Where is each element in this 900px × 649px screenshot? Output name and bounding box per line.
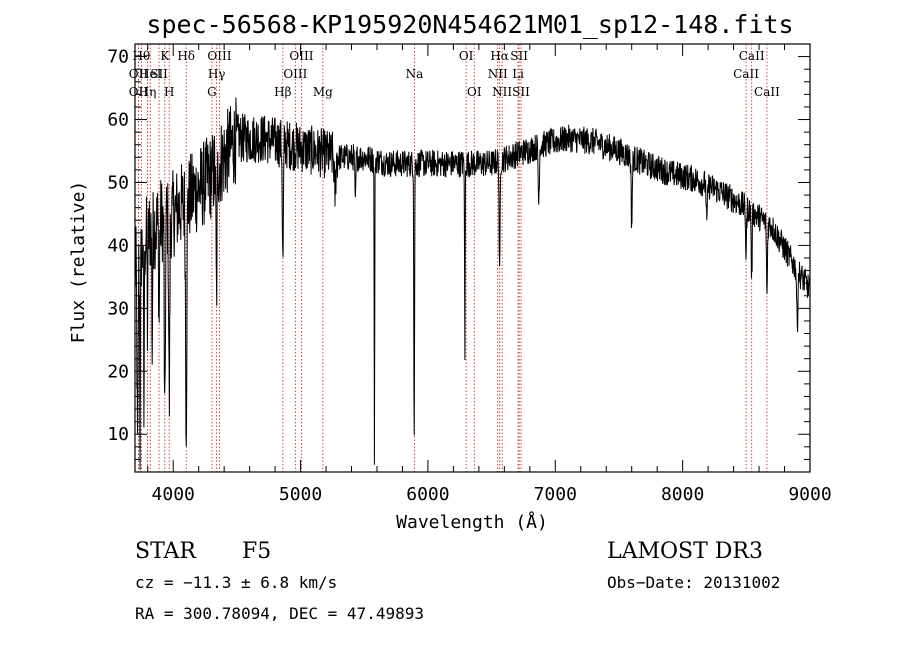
line-label-hη: Hη bbox=[139, 85, 157, 99]
line-label-oii: OII bbox=[129, 67, 149, 81]
x-tick-label: 9000 bbox=[788, 484, 831, 505]
line-label-sii: SII bbox=[512, 85, 530, 99]
x-tick-label: 5000 bbox=[279, 484, 322, 505]
spectrum-trace bbox=[134, 97, 811, 471]
line-label-caii: CaII bbox=[733, 67, 759, 81]
line-label-sii: SII bbox=[510, 49, 528, 63]
y-axis-label: Flux (relative) bbox=[68, 181, 89, 344]
line-label-oi: OI bbox=[459, 49, 474, 63]
line-label-oiii: OIII bbox=[207, 49, 231, 63]
line-label-oi: OI bbox=[467, 85, 482, 99]
y-tick-label: 10 bbox=[107, 424, 129, 445]
line-label-caii: CaII bbox=[739, 49, 765, 63]
line-label-hθ: Hθ bbox=[133, 49, 151, 63]
chart-title: spec-56568-KP195920N454621M01_sp12-148.f… bbox=[146, 10, 793, 39]
line-label-oiii: OIII bbox=[283, 67, 307, 81]
line-label-sii: SII bbox=[150, 67, 168, 81]
survey-name: LAMOST DR3 bbox=[607, 539, 763, 564]
y-tick-label: 20 bbox=[107, 361, 129, 382]
line-label-hβ: Hβ bbox=[274, 85, 291, 99]
coordinates: RA = 300.78094, DEC = 47.49893 bbox=[135, 604, 424, 623]
line-label-na: Na bbox=[406, 67, 424, 81]
line-label-hα: Hα bbox=[490, 49, 509, 63]
x-tick-label: 6000 bbox=[406, 484, 449, 505]
x-tick-label: 4000 bbox=[152, 484, 195, 505]
redshift-value: cz = −11.3 ± 6.8 km/s bbox=[135, 573, 337, 592]
line-label-oii: OII bbox=[129, 85, 149, 99]
line-label-nii: NII bbox=[492, 85, 512, 99]
line-markers bbox=[137, 44, 768, 472]
y-axis: 10 20 30 40 50 60 70 bbox=[107, 43, 810, 460]
y-tick-label: 30 bbox=[107, 298, 129, 319]
line-label-hγ: Hγ bbox=[208, 67, 226, 81]
x-tick-label: 7000 bbox=[534, 484, 577, 505]
line-label-hδ: Hδ bbox=[177, 49, 195, 63]
x-axis: 4000 5000 6000 7000 8000 9000 bbox=[147, 44, 832, 505]
line-label-nii: NII bbox=[488, 67, 508, 81]
line-label-caii: CaII bbox=[754, 85, 780, 99]
line-label-hei: HeI bbox=[139, 67, 162, 81]
x-tick-label: 8000 bbox=[661, 484, 704, 505]
line-label-oiii: OIII bbox=[289, 49, 313, 63]
y-tick-label: 50 bbox=[107, 172, 129, 193]
x-axis-label: Wavelength (Å) bbox=[396, 511, 548, 533]
line-label-k: K bbox=[160, 49, 170, 63]
line-labels: OIIOIIHθHηHeISIIKHHδGHγOIIIHβOIIIOIIIMgN… bbox=[129, 49, 780, 99]
line-label-h: H bbox=[164, 85, 174, 99]
line-label-mg: Mg bbox=[313, 85, 333, 99]
object-class: STAR bbox=[135, 539, 197, 564]
observation-date: Obs−Date: 20131002 bbox=[607, 573, 780, 592]
y-tick-label: 40 bbox=[107, 235, 129, 256]
line-label-g: G bbox=[207, 85, 217, 99]
object-subclass: F5 bbox=[242, 539, 271, 564]
y-tick-label: 60 bbox=[107, 110, 129, 131]
y-tick-label: 70 bbox=[107, 47, 129, 68]
line-label-li: Li bbox=[512, 67, 524, 81]
